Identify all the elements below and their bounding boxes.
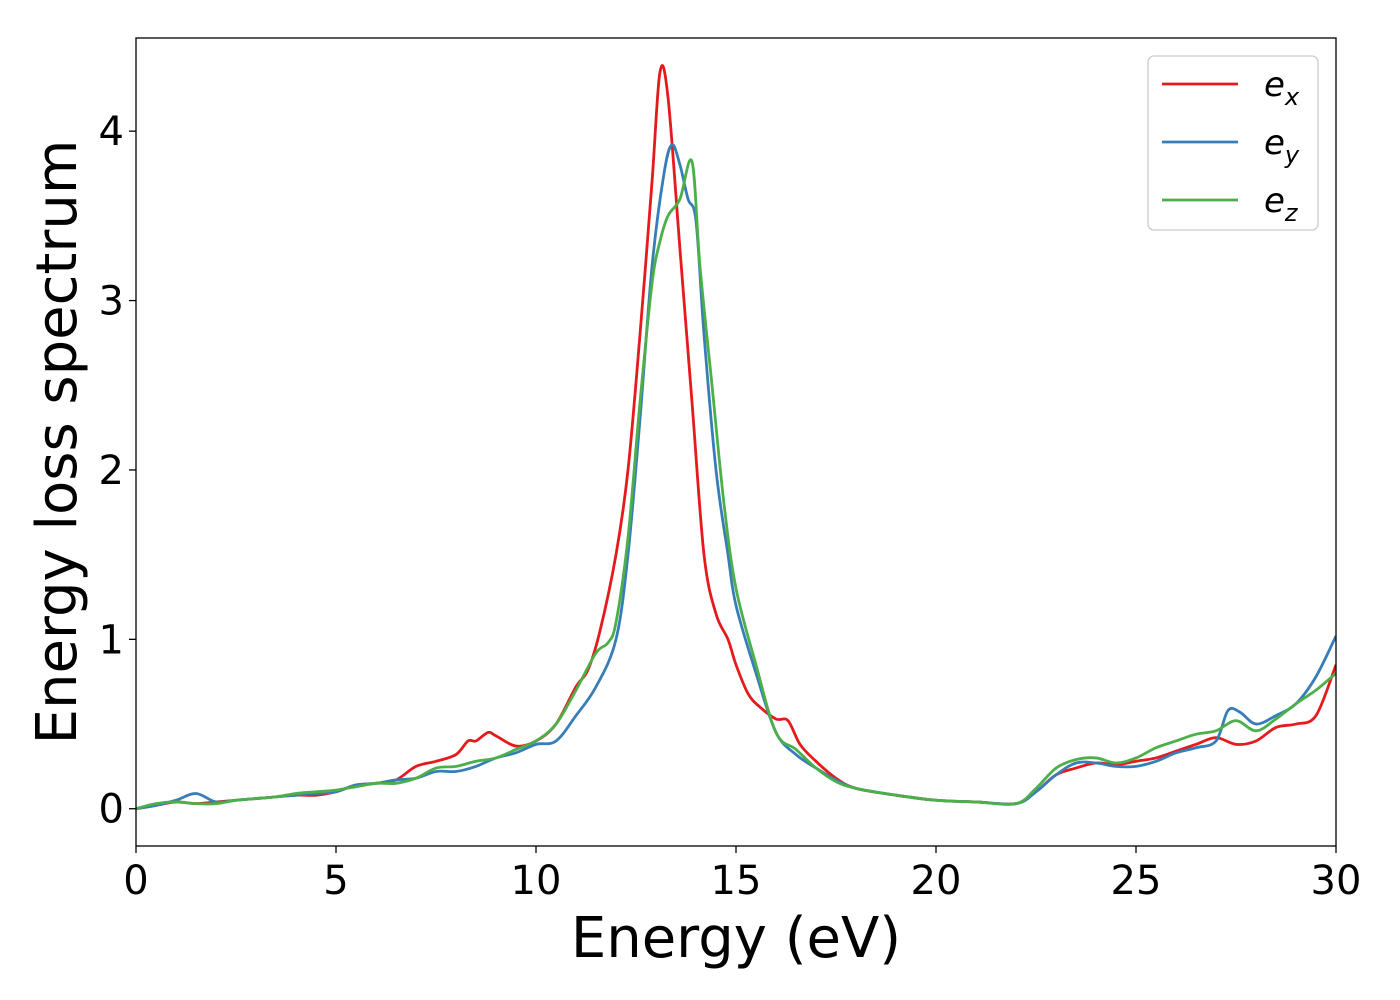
series-line-e-z — [136, 158, 1336, 811]
x-tick-label: 0 — [123, 858, 148, 904]
x-tick-label: 15 — [711, 858, 762, 904]
x-tick-label: 10 — [511, 858, 562, 904]
legend-label-z: ez — [1264, 181, 1299, 227]
legend: ex ey ez — [1147, 55, 1319, 231]
series-line-e-y — [136, 143, 1336, 811]
x-tick-label: 30 — [1311, 858, 1362, 904]
y-tick-label: 3 — [99, 279, 124, 325]
y-tick-label: 2 — [99, 448, 124, 494]
x-tick-label: 20 — [911, 858, 962, 904]
y-tick-label: 1 — [99, 617, 124, 663]
legend-label-y: ey — [1264, 123, 1300, 169]
series-lines — [136, 64, 1336, 811]
x-axis-title: Energy (eV) — [571, 906, 901, 971]
x-tick-label: 5 — [323, 858, 348, 904]
legend-label-x: ex — [1264, 65, 1300, 111]
y-axis-ticks: 0 1 2 3 4 — [99, 109, 136, 833]
x-axis-ticks: 0 5 10 15 20 25 30 — [123, 846, 1361, 904]
x-tick-label: 25 — [1111, 858, 1162, 904]
y-axis-title: Energy loss spectrum — [25, 140, 90, 745]
y-tick-label: 0 — [99, 787, 124, 833]
y-tick-label: 4 — [99, 109, 124, 155]
